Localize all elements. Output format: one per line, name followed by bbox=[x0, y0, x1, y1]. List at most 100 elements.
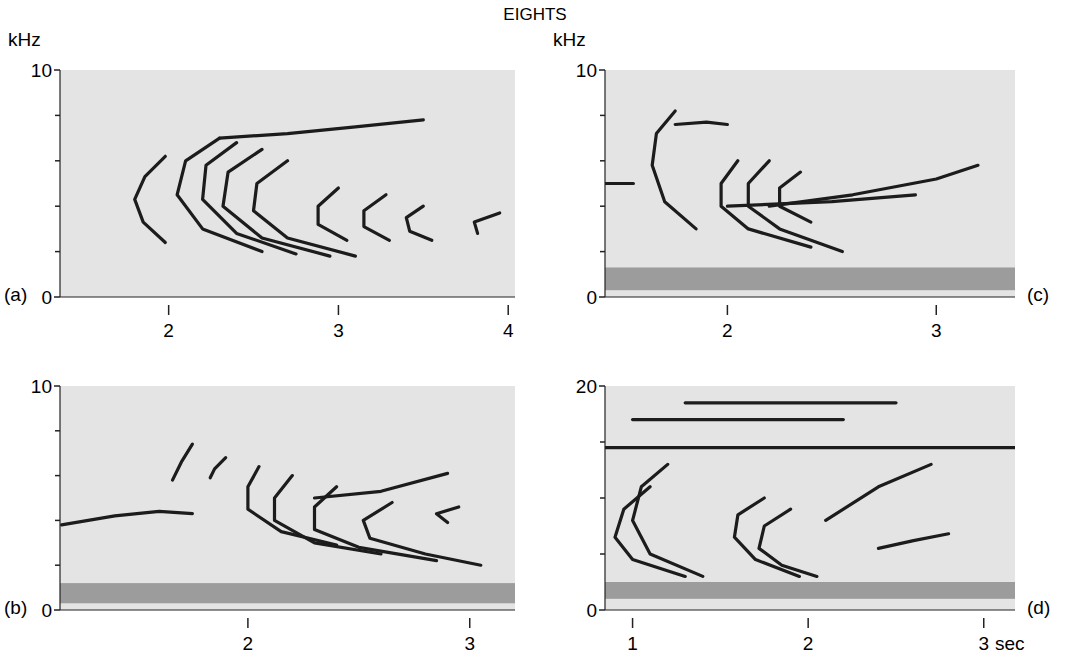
y-tick-label: 0 bbox=[586, 600, 597, 621]
y-tick-label: 0 bbox=[41, 600, 52, 621]
trace bbox=[633, 464, 703, 576]
plot-area bbox=[60, 70, 515, 297]
x-tick bbox=[507, 305, 509, 315]
y-tick-label: 10 bbox=[576, 60, 597, 81]
panel: 020123sec(d) bbox=[576, 376, 1050, 654]
y-minor-tick bbox=[55, 564, 60, 566]
y-tick-label: 10 bbox=[31, 60, 52, 81]
y-tick bbox=[54, 296, 60, 298]
trace bbox=[633, 418, 844, 421]
x-tick-label: 2 bbox=[243, 633, 254, 654]
y-minor-tick bbox=[55, 475, 60, 477]
y-axis-title: kHz bbox=[8, 29, 41, 50]
plot-area bbox=[605, 386, 1015, 610]
trace bbox=[759, 509, 817, 576]
trace bbox=[769, 165, 978, 206]
panel-label: (b) bbox=[4, 597, 27, 618]
y-axis bbox=[59, 386, 60, 610]
panel: 0 10 2 3 4 kHz (a) bbox=[4, 29, 515, 341]
marks bbox=[605, 403, 1015, 599]
y-minor-tick bbox=[600, 251, 605, 253]
trace bbox=[135, 156, 166, 242]
panel: 0 10 2 3 (b) bbox=[4, 376, 515, 654]
y-tick bbox=[599, 296, 605, 298]
trace bbox=[223, 149, 330, 256]
trace bbox=[315, 487, 437, 561]
y-tick-label: 0 bbox=[41, 287, 52, 308]
x-tick bbox=[469, 618, 471, 628]
trace bbox=[210, 458, 226, 478]
y-minor-tick bbox=[55, 115, 60, 117]
y-tick bbox=[54, 385, 60, 387]
x-tick-label: 3 bbox=[333, 320, 344, 341]
x-tick bbox=[807, 618, 809, 628]
y-axis-title: kHz bbox=[553, 29, 586, 50]
y-minor-tick bbox=[55, 205, 60, 207]
trace bbox=[878, 534, 948, 549]
trace bbox=[685, 401, 896, 404]
x-tick bbox=[727, 305, 729, 315]
x-tick-label: 4 bbox=[503, 320, 514, 341]
y-axis bbox=[59, 70, 60, 297]
trace bbox=[675, 122, 727, 124]
x-tick bbox=[632, 618, 634, 628]
y-axis bbox=[604, 70, 605, 297]
y-minor-tick bbox=[600, 553, 605, 555]
trace bbox=[363, 503, 481, 566]
x-tick-label: 3 bbox=[464, 633, 475, 654]
x-tick bbox=[936, 305, 938, 315]
y-minor-tick bbox=[600, 497, 605, 499]
x-axis bbox=[60, 296, 515, 297]
y-minor-tick bbox=[55, 251, 60, 253]
y-tick bbox=[54, 69, 60, 71]
x-tick-label: 2 bbox=[803, 633, 814, 654]
marks bbox=[135, 120, 500, 256]
x-tick bbox=[338, 305, 340, 315]
y-minor-tick bbox=[55, 430, 60, 432]
trace bbox=[727, 195, 915, 206]
trace bbox=[605, 182, 633, 185]
marks bbox=[605, 111, 1015, 290]
x-axis bbox=[605, 296, 1015, 297]
trace bbox=[437, 507, 459, 523]
x-tick-label: 3 bbox=[978, 633, 989, 654]
x-axis-title: sec bbox=[995, 633, 1025, 654]
x-axis bbox=[605, 609, 1015, 610]
trace bbox=[275, 476, 382, 554]
trace bbox=[62, 511, 193, 525]
y-minor-tick bbox=[600, 160, 605, 162]
y-tick-label: 0 bbox=[586, 287, 597, 308]
y-minor-tick bbox=[55, 520, 60, 522]
y-minor-tick bbox=[600, 115, 605, 117]
trace bbox=[173, 444, 193, 480]
x-tick-label: 3 bbox=[931, 320, 942, 341]
y-minor-tick bbox=[600, 205, 605, 207]
panel-label: (a) bbox=[4, 284, 27, 305]
noise-band bbox=[605, 267, 1015, 290]
noise-band bbox=[605, 582, 1015, 599]
trace bbox=[474, 213, 499, 233]
x-tick bbox=[168, 305, 170, 315]
trace bbox=[780, 172, 811, 222]
x-tick-label: 2 bbox=[163, 320, 174, 341]
y-minor-tick bbox=[55, 160, 60, 162]
marks bbox=[60, 444, 515, 603]
trace bbox=[615, 487, 685, 577]
y-tick bbox=[599, 385, 605, 387]
y-tick-label: 10 bbox=[31, 376, 52, 397]
trace bbox=[652, 111, 696, 229]
figure: EIGHTS010234kHz(a)01023(b)01023kHz(c)020… bbox=[0, 0, 1070, 671]
x-tick-label: 1 bbox=[627, 633, 638, 654]
panel: 01023kHz(c) bbox=[553, 29, 1049, 341]
trace bbox=[220, 120, 424, 138]
x-tick-label: 2 bbox=[722, 320, 733, 341]
trace bbox=[318, 188, 347, 240]
x-axis bbox=[60, 609, 515, 610]
trace bbox=[254, 161, 356, 256]
x-tick bbox=[983, 618, 985, 628]
plot-area bbox=[605, 70, 1015, 297]
trace bbox=[605, 446, 1015, 449]
figure-title: EIGHTS bbox=[503, 5, 566, 24]
plot-area bbox=[60, 386, 515, 610]
panel-label: (d) bbox=[1027, 597, 1050, 618]
